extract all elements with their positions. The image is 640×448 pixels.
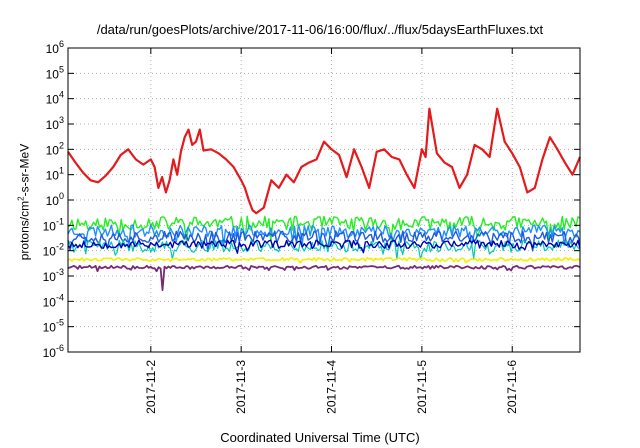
y-tick-label: 104 [46, 90, 64, 107]
y-axis-label-prefix: protons/cm [17, 200, 32, 261]
y-tick-label: 101 [46, 166, 64, 183]
y-axis-label-sup: 2 [16, 196, 26, 201]
plot-title: /data/run/goesPlots/archive/2017-11-06/1… [96, 22, 544, 37]
y-tick-label: 102 [46, 140, 64, 157]
series-line [67, 264, 581, 292]
y-tick-label: 10-5 [43, 318, 64, 335]
y-tick-label: 105 [46, 64, 64, 81]
series-line [67, 215, 581, 242]
x-tick-label: 2017-11-2 [144, 360, 158, 414]
y-axis-label: protons/cm2-s-sr-MeV [17, 144, 32, 260]
series-line [67, 256, 581, 264]
y-tick-label: 10-4 [43, 292, 64, 309]
series-line [67, 239, 581, 254]
series-line [67, 239, 581, 260]
x-axis-label: Coordinated Universal Time (UTC) [220, 430, 420, 445]
y-axis-label-suffix: -s-sr-MeV [17, 143, 32, 197]
x-tick-label: 2017-11-3 [234, 360, 248, 414]
y-tick-label: 10-2 [43, 242, 64, 259]
y-tick-label: 10-3 [43, 267, 64, 284]
series-line [67, 230, 581, 253]
series-line [67, 107, 582, 215]
y-tick-label: 100 [46, 191, 64, 208]
y-tick-label: 10-6 [43, 343, 64, 360]
y-tick-label: 10-1 [43, 216, 64, 233]
x-tick-label: 2017-11-6 [505, 360, 519, 414]
x-tick-label: 2017-11-5 [415, 360, 429, 414]
x-tick-label: 2017-11-4 [325, 360, 339, 414]
y-tick-label: 106 [46, 39, 64, 56]
y-tick-label: 103 [46, 115, 64, 132]
series-line [67, 224, 581, 247]
